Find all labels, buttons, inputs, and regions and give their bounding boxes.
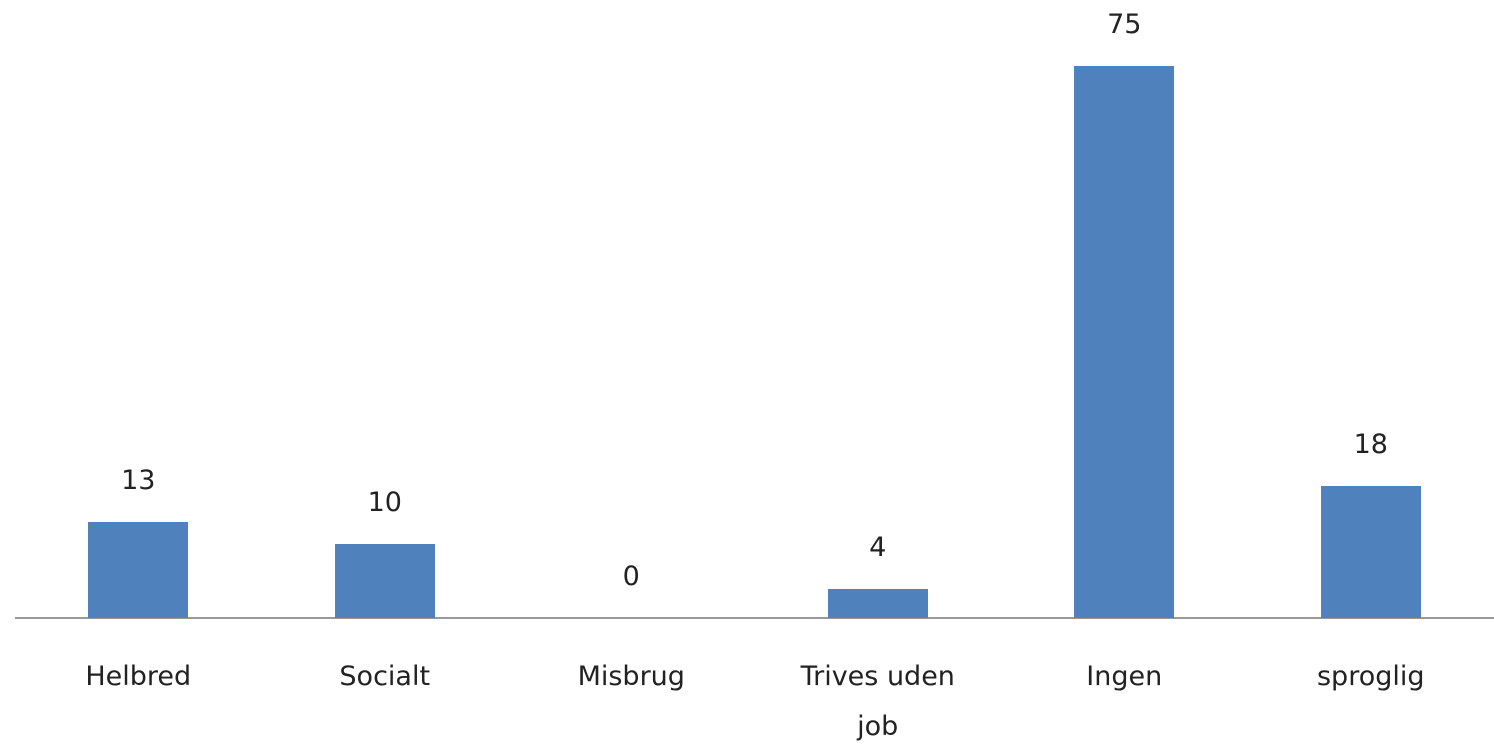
value-label: 0 (622, 561, 640, 592)
bar (1320, 485, 1421, 618)
x-tick-label: Ingen (1086, 661, 1163, 692)
value-label: 13 (121, 465, 156, 497)
value-label: 10 (367, 487, 402, 519)
bar (1074, 66, 1175, 618)
value-label: 18 (1353, 428, 1388, 460)
x-axis-line (15, 617, 1494, 619)
x-tick-label: Helbred (85, 661, 192, 692)
x-tick-label: sproglig (1316, 661, 1425, 692)
bar (827, 588, 928, 618)
x-tick-label: Misbrug (577, 661, 685, 692)
bar (88, 522, 189, 618)
bar (334, 544, 435, 618)
x-tick-label: Trives uden job (800, 661, 955, 742)
x-tick-label: Socialt (339, 661, 431, 692)
value-label: 4 (869, 531, 887, 563)
value-label: 75 (1107, 9, 1142, 40)
